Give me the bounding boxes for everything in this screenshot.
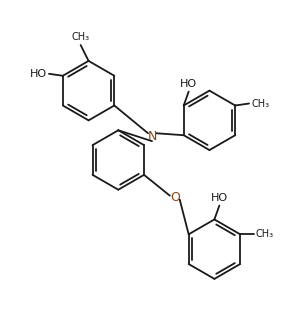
Text: N: N <box>147 130 157 143</box>
Text: O: O <box>170 191 180 204</box>
Text: HO: HO <box>180 79 197 89</box>
Text: CH₃: CH₃ <box>256 229 274 239</box>
Text: HO: HO <box>30 69 47 79</box>
Text: HO: HO <box>211 193 228 203</box>
Text: CH₃: CH₃ <box>72 32 90 42</box>
Text: CH₃: CH₃ <box>251 99 269 108</box>
